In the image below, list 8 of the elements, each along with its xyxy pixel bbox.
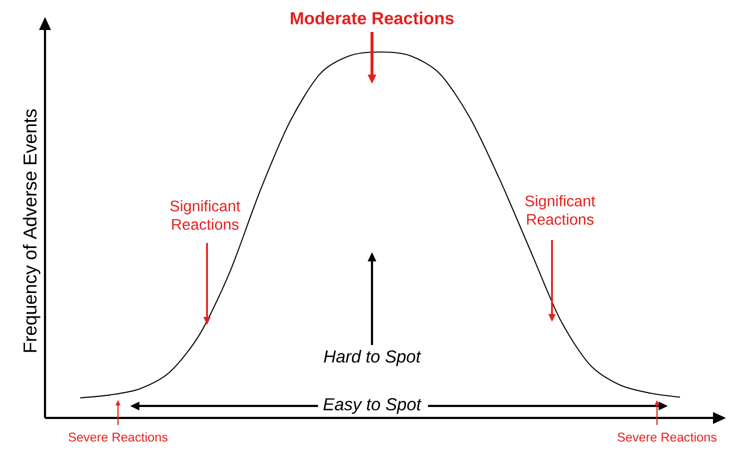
text: Severe Reactions	[618, 432, 716, 442]
annotation: Significant Reactions	[170, 200, 240, 230]
text: Severe Reactions	[68, 432, 168, 442]
annotation: Easy to Spot	[323, 398, 422, 414]
annotation: Hard to Spot	[324, 350, 422, 366]
annotation: Significant Reactions	[525, 195, 596, 225]
y-axis-title: Frequency of Adverse Events	[22, 109, 40, 352]
text: Moderate Reactions	[290, 12, 454, 24]
